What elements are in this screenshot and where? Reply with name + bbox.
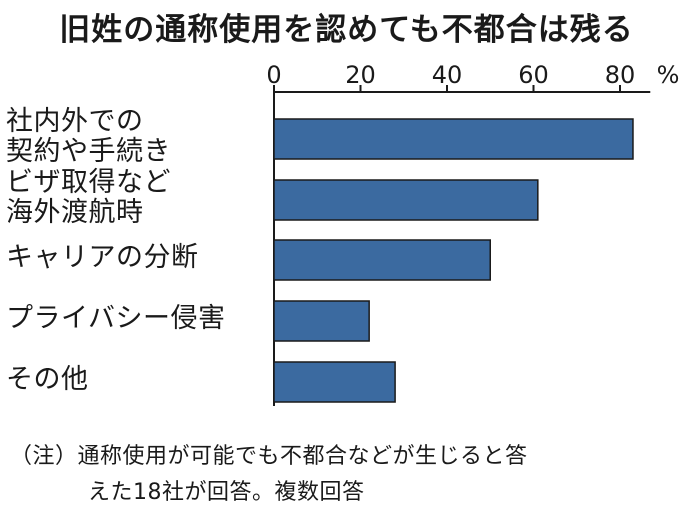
category-label: キャリアの分断 — [6, 242, 199, 273]
chart-title: 旧姓の通称使用を認めても不都合は残る — [59, 12, 634, 48]
footnote-line-2: えた18社が回答。複数回答 — [88, 480, 365, 505]
bar — [273, 361, 396, 403]
category-label: ビザ取得など 海外渡航時 — [6, 167, 171, 228]
category-label: その他 — [6, 364, 89, 395]
x-tick-label: 20 — [345, 61, 376, 89]
bar — [273, 118, 634, 160]
x-tick-label: 60 — [518, 61, 549, 89]
footnote-line-1: （注）通称使用が可能でも不都合などが生じると答 — [10, 444, 528, 469]
x-tick-label: 0 — [266, 61, 281, 89]
bar — [273, 239, 491, 281]
bar — [273, 179, 539, 221]
x-tick-label: 40 — [432, 61, 463, 89]
category-label: 社内外での 契約や手続き — [6, 106, 171, 167]
x-axis-unit: % — [657, 61, 680, 89]
x-tick-label: 80 — [605, 61, 636, 89]
category-label: プライバシー侵害 — [6, 303, 226, 334]
bar — [273, 300, 370, 342]
